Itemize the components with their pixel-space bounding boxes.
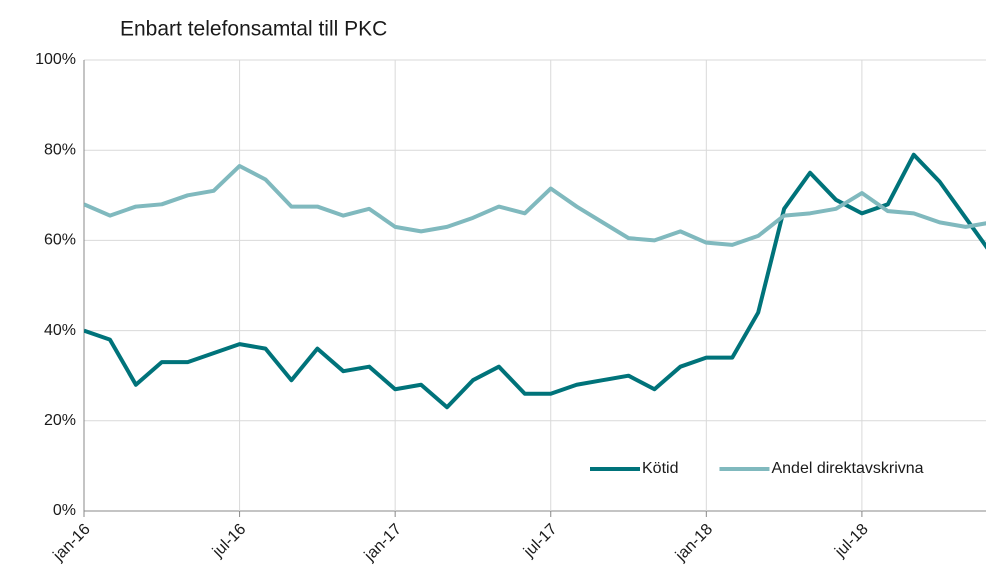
y-tick-label: 100% <box>35 51 76 68</box>
y-tick-label: 80% <box>44 141 76 158</box>
data-line <box>84 152 986 410</box>
legend-label: Andel direktavskrivna <box>771 460 923 477</box>
plot-area <box>84 152 986 410</box>
x-tick-label: jul-18 <box>831 521 871 561</box>
x-tick-label: jan-17 <box>361 521 405 565</box>
y-tick-label: 0% <box>53 502 76 519</box>
grid <box>83 59 986 517</box>
y-tick-label: 60% <box>44 232 76 249</box>
chart-title: Enbart telefonsamtal till PKC <box>120 18 387 41</box>
y-tick-label: 20% <box>44 412 76 429</box>
labels: 0% 20% 40% 60% 80% 100% jan-16 jul-16 jan-17 jul-… <box>35 51 924 565</box>
x-tick-label: jan-18 <box>672 521 716 565</box>
x-tick-label: jan-16 <box>50 521 94 565</box>
y-tick-label: 40% <box>44 322 76 339</box>
x-tick-label: jul-17 <box>520 521 560 561</box>
legend-label: Kötid <box>642 460 678 477</box>
data-line <box>84 163 986 247</box>
x-tick-label: jul-16 <box>209 521 249 561</box>
